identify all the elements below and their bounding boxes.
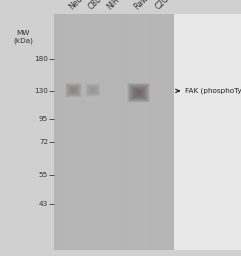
Bar (64, 14, 83, 250)
FancyBboxPatch shape (70, 87, 77, 93)
Text: Raw264.7: Raw264.7 (132, 0, 165, 12)
Text: MW
(kDa): MW (kDa) (13, 30, 33, 44)
Bar (174, 14, 241, 250)
Text: 72: 72 (39, 139, 48, 145)
Text: FAK (phosphoTyr397): FAK (phosphoTyr397) (185, 88, 241, 94)
FancyBboxPatch shape (68, 86, 79, 95)
FancyBboxPatch shape (87, 85, 99, 95)
FancyBboxPatch shape (135, 90, 142, 95)
FancyBboxPatch shape (88, 86, 98, 94)
FancyBboxPatch shape (133, 88, 144, 98)
FancyBboxPatch shape (134, 89, 143, 97)
Text: 130: 130 (34, 88, 48, 94)
FancyBboxPatch shape (91, 89, 94, 92)
FancyBboxPatch shape (65, 83, 82, 97)
FancyBboxPatch shape (129, 84, 148, 101)
Text: Neuro2A: Neuro2A (67, 0, 97, 12)
FancyBboxPatch shape (90, 87, 96, 93)
Bar (103, 14, 121, 250)
Text: 43: 43 (39, 200, 48, 207)
Bar (151, 14, 169, 250)
FancyBboxPatch shape (86, 85, 99, 95)
Text: 55: 55 (39, 172, 48, 178)
FancyBboxPatch shape (131, 87, 146, 99)
Text: NIH-3T3: NIH-3T3 (106, 0, 134, 12)
Bar (129, 14, 148, 250)
FancyBboxPatch shape (67, 85, 80, 95)
FancyBboxPatch shape (90, 88, 95, 92)
Bar (54, 14, 174, 250)
FancyBboxPatch shape (89, 87, 97, 93)
FancyBboxPatch shape (72, 89, 75, 92)
FancyBboxPatch shape (130, 85, 147, 100)
FancyBboxPatch shape (66, 84, 81, 96)
FancyBboxPatch shape (128, 83, 149, 102)
FancyBboxPatch shape (71, 88, 76, 92)
FancyBboxPatch shape (69, 86, 78, 94)
Bar (84, 14, 102, 250)
Text: C8D30: C8D30 (87, 0, 111, 12)
FancyBboxPatch shape (85, 84, 100, 96)
Text: 180: 180 (34, 56, 48, 62)
Text: 95: 95 (39, 116, 48, 122)
Text: C2C12: C2C12 (154, 0, 178, 12)
FancyBboxPatch shape (137, 91, 141, 94)
